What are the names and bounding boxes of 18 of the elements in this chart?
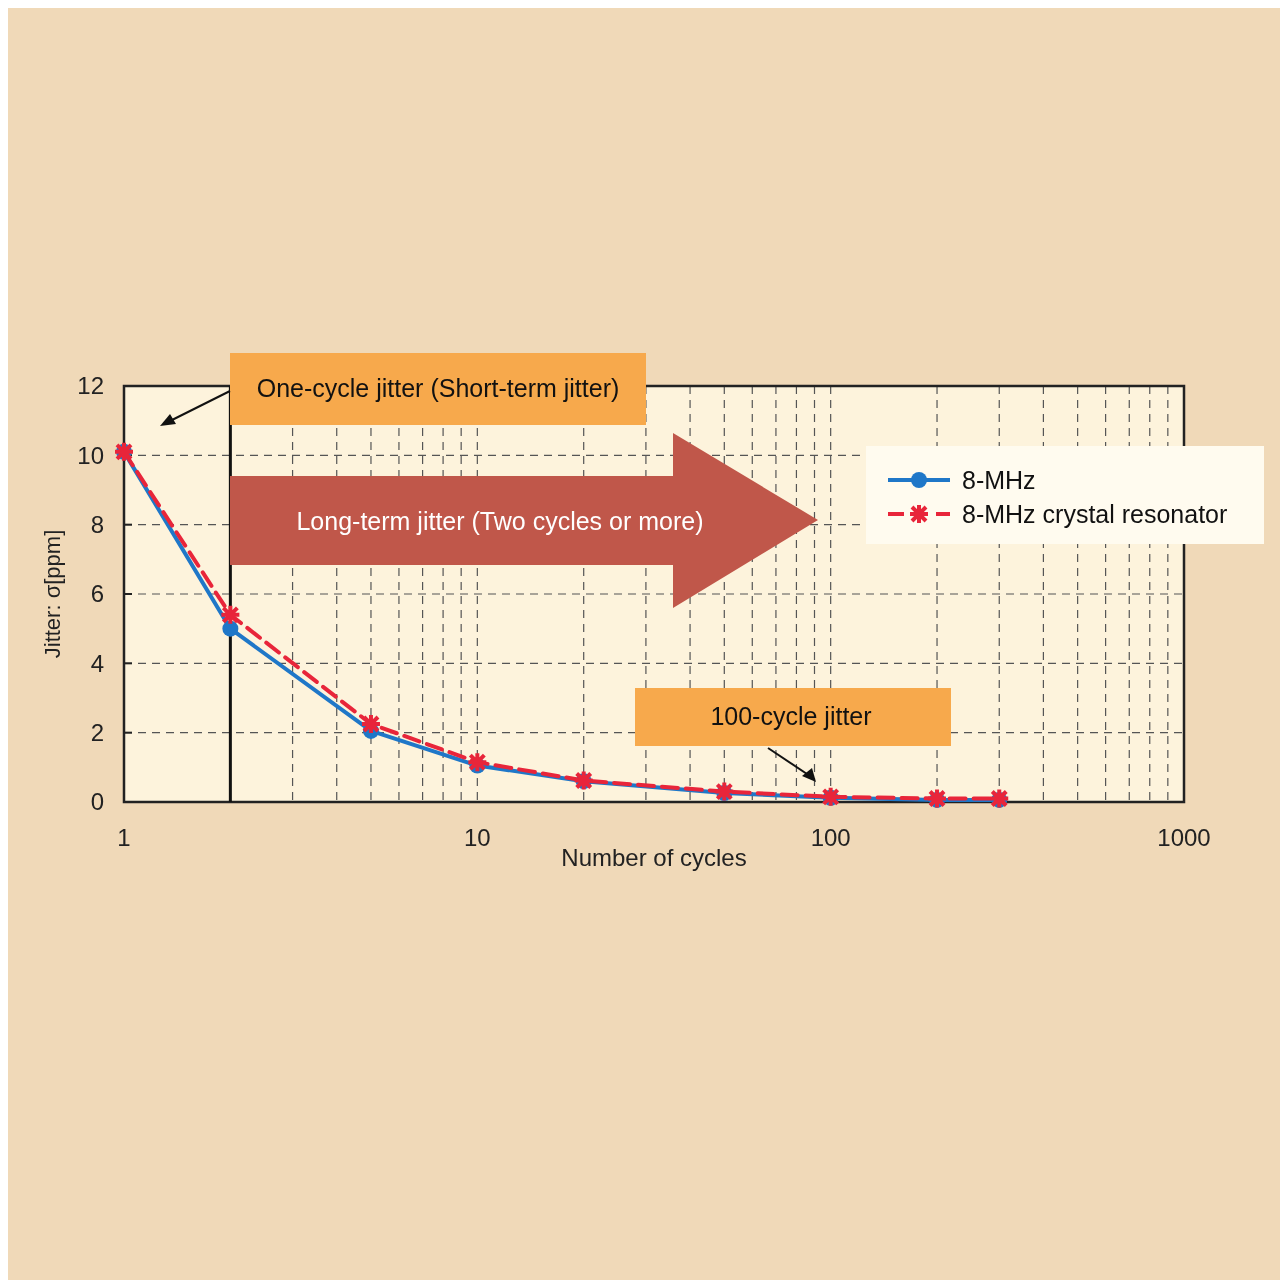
y-tick-label: 10: [77, 441, 104, 469]
y-tick-label: 12: [77, 372, 104, 400]
y-tick-label: 8: [90, 511, 104, 539]
y-tick-label: 0: [90, 788, 104, 816]
x-tick-label: 10: [463, 824, 491, 851]
annotation: One-cycle jitter (Short-term jitter): [256, 374, 620, 402]
x-tick-label: 1: [117, 824, 131, 851]
y-tick-label: 4: [90, 649, 104, 677]
y-tick-label: 2: [90, 719, 104, 747]
legend-label: 8-MHz crystal resonator: [962, 499, 1228, 528]
legend-label: 8-MHz: [962, 465, 1036, 494]
y-axis-title: Jitter: σ[ppm]: [40, 529, 65, 659]
annotation: 100-cycle jitter: [710, 702, 872, 730]
annotation: Long-term jitter (Two cycles or more): [296, 507, 704, 535]
x-axis-title: Number of cycles: [561, 844, 747, 871]
x-tick-label: 1000: [1157, 824, 1211, 851]
x-tick-label: 100: [810, 824, 851, 851]
y-tick-label: 6: [90, 580, 104, 608]
